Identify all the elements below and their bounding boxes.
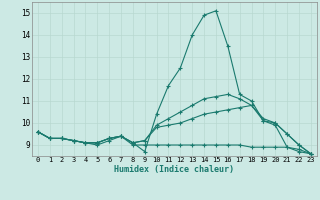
X-axis label: Humidex (Indice chaleur): Humidex (Indice chaleur) [115,165,234,174]
